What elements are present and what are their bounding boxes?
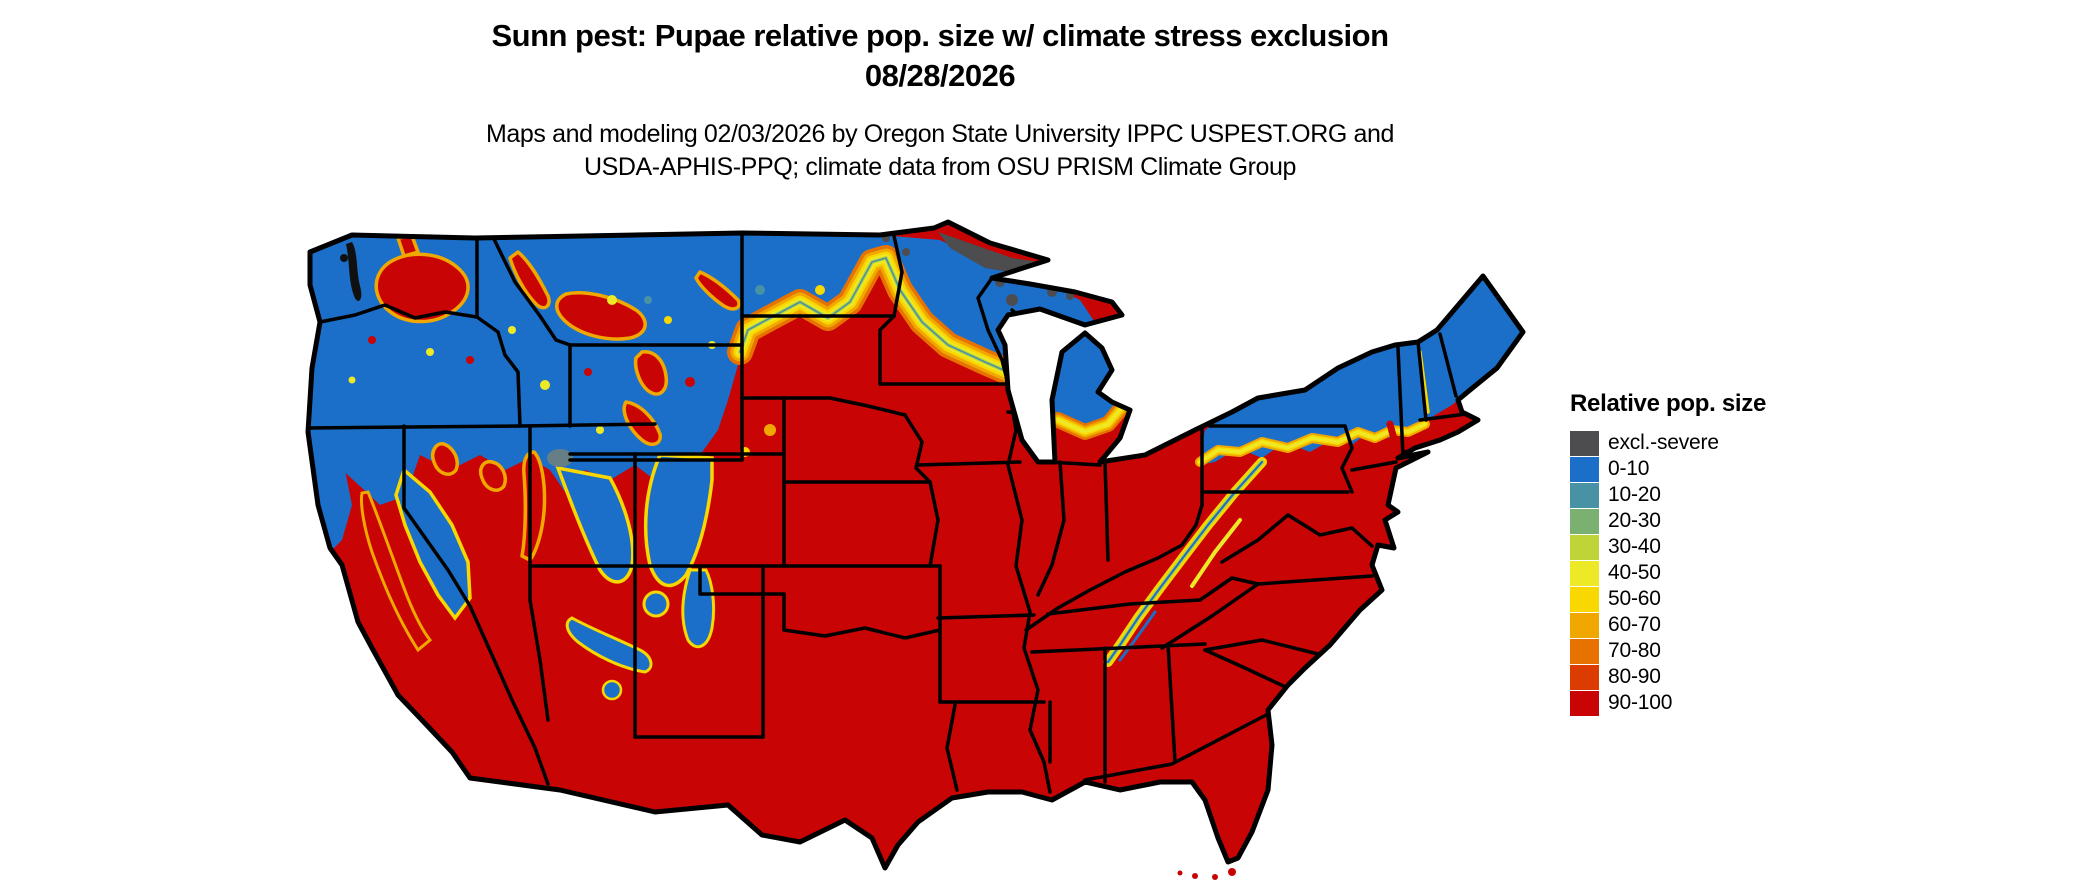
map-low-colorado — [643, 453, 714, 588]
conus-outline — [305, 219, 1526, 871]
state-borders — [308, 230, 1468, 794]
map-region-low-northeast — [1198, 276, 1523, 465]
legend-color-swatch — [1570, 586, 1599, 612]
legend-item: 60-70 — [1570, 612, 1870, 638]
legend-item: 70-80 — [1570, 638, 1870, 664]
subtitle-credit-1: Maps and modeling 02/03/2026 by Oregon S… — [486, 120, 1394, 148]
us-map-svg — [305, 219, 1526, 880]
transition-band-plains — [727, 245, 1055, 408]
legend-item-label: 10-20 — [1608, 483, 1661, 506]
legend-item-label: 0-10 — [1608, 457, 1650, 480]
page-title-date: 08/28/2026 — [864, 58, 1016, 93]
legend-item: 10-20 — [1570, 482, 1870, 508]
legend-item-label: 60-70 — [1608, 613, 1661, 636]
legend-item-label: 50-60 — [1608, 587, 1661, 610]
legend-color-swatch — [1570, 560, 1599, 586]
florida-keys — [1177, 868, 1236, 880]
page-title: Sunn pest: Pupae relative pop. size w/ c… — [491, 18, 1389, 53]
subtitle-block: Maps and modeling 02/03/2026 by Oregon S… — [0, 118, 1880, 184]
map-high-hudson — [1386, 420, 1402, 458]
transition-band-appalachians — [1103, 457, 1267, 667]
map-low-sierra — [394, 466, 472, 621]
legend-item-label: 70-80 — [1608, 639, 1661, 662]
map-low-arizona — [565, 616, 653, 674]
transition-band-michigan — [1050, 396, 1133, 440]
us-map — [290, 200, 1550, 890]
legend-color-swatch — [1570, 482, 1599, 508]
legend-item: 20-30 — [1570, 508, 1870, 534]
puget-sound-inlet — [340, 254, 348, 262]
legend-color-swatch — [1570, 430, 1599, 456]
legend-color-swatch — [1570, 456, 1599, 482]
legend-item: 0-10 — [1570, 456, 1870, 482]
map-texture-west — [348, 285, 825, 457]
legend-title: Relative pop. size — [1570, 390, 1766, 417]
legend-item-label: 80-90 — [1608, 665, 1661, 688]
map-low-utah — [555, 465, 635, 584]
legend-item-label: excl.-severe — [1608, 431, 1719, 454]
map-low-nm-1 — [681, 568, 716, 649]
map-low-nm-2 — [642, 590, 670, 618]
legend-item-label: 30-40 — [1608, 535, 1661, 558]
legend-item: excl.-severe — [1570, 430, 1870, 456]
legend-color-swatch — [1570, 638, 1599, 664]
map-high-central-valley — [360, 490, 433, 653]
legend-color-swatch — [1570, 690, 1599, 716]
map-low-az-2 — [601, 679, 623, 701]
legend-item: 40-50 — [1570, 560, 1870, 586]
legend-color-swatch — [1570, 612, 1599, 638]
title-block: Sunn pest: Pupae relative pop. size w/ c… — [0, 16, 1880, 96]
legend-color-swatch — [1570, 508, 1599, 534]
legend-item-label: 20-30 — [1608, 509, 1661, 532]
subtitle-credit-2: USDA-APHIS-PPQ; climate data from OSU PR… — [583, 153, 1297, 181]
legend-item: 50-60 — [1570, 586, 1870, 612]
legend-item-label: 90-100 — [1608, 691, 1673, 714]
legend-item: 30-40 — [1570, 534, 1870, 560]
legend-items: excl.-severe 0-10 10-20 20-30 30-40 40-50 50-6… — [1570, 430, 1870, 716]
legend-item-label: 40-50 — [1608, 561, 1661, 584]
legend-item: 80-90 — [1570, 664, 1870, 690]
great-salt-lake — [547, 449, 573, 467]
legend-color-swatch — [1570, 664, 1599, 690]
legend-item: 90-100 — [1570, 690, 1870, 716]
legend-color-swatch — [1570, 534, 1599, 560]
legend: Relative pop. size excl.-severe 0-10 10-20… — [1570, 390, 1870, 716]
puget-sound — [346, 242, 362, 301]
